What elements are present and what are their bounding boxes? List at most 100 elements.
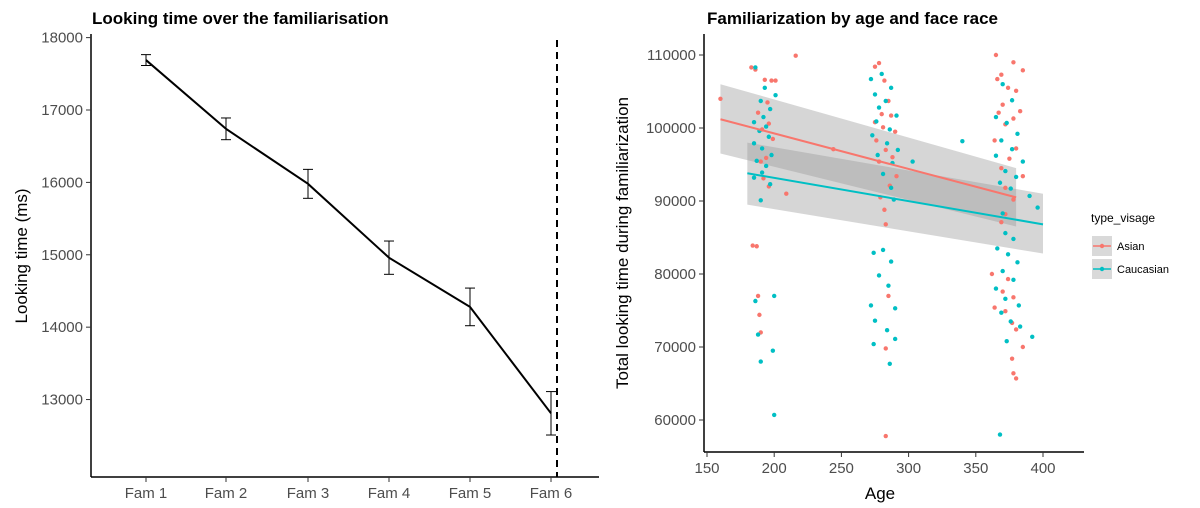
scatter-point-caucasian: [1015, 131, 1020, 137]
scatter-point-caucasian: [875, 152, 880, 158]
scatter-point-caucasian: [767, 182, 773, 187]
left-x-tick-label: Fam 6: [530, 485, 573, 502]
scatter-point-caucasian: [872, 318, 878, 323]
scatter-point-asian: [1011, 116, 1016, 121]
scatter-point-caucasian: [759, 170, 765, 175]
scatter-point-caucasian: [887, 127, 892, 132]
scatter-point-asian: [1020, 344, 1026, 350]
scatter-point-caucasian: [1027, 193, 1032, 199]
scatter-point-caucasian: [997, 432, 1003, 437]
fit-line-caucasian: [747, 172, 1044, 226]
scatter-point-caucasian: [1035, 205, 1040, 210]
scatter-point-asian: [1013, 327, 1019, 332]
legend-key-point: [1099, 243, 1105, 249]
scatter-point-asian: [883, 346, 888, 351]
scatter-point-asian: [999, 219, 1004, 225]
right-y-tick-label: 60000: [654, 412, 696, 429]
scatter-point-caucasian: [997, 180, 1003, 185]
scatter-point-caucasian: [892, 306, 898, 311]
scatter-point-caucasian: [1015, 260, 1020, 265]
scatter-point-asian: [762, 77, 767, 83]
left-x-tick-label: Fam 5: [449, 485, 492, 502]
scatter-point-caucasian: [758, 198, 763, 203]
scatter-point-caucasian: [1000, 82, 1005, 87]
left-x-tick-label: Fam 4: [368, 485, 411, 502]
right-y-tick-label: 100000: [646, 120, 696, 137]
scatter-point-asian: [888, 113, 894, 118]
scatter-point-caucasian: [1030, 334, 1035, 339]
scatter-point-caucasian: [751, 141, 757, 146]
fit-line-asian: [720, 118, 1017, 199]
scatter-point-asian: [769, 78, 774, 83]
scatter-point-asian: [992, 138, 997, 143]
right-y-tick-label: 110000: [647, 47, 696, 64]
scatter-point-asian: [1011, 60, 1016, 65]
scatter-point-caucasian: [1016, 303, 1022, 308]
scatter-point-asian: [1000, 102, 1005, 107]
scatter-point-caucasian: [888, 185, 894, 191]
scatter-point-caucasian: [751, 119, 757, 125]
scatter-point-asian: [1003, 185, 1008, 191]
scatter-point-caucasian: [1011, 277, 1016, 283]
scatter-point-asian: [770, 136, 776, 142]
looking-time-line: [145, 59, 552, 414]
scatter-point-asian: [755, 110, 761, 115]
right-x-tick-label: 150: [694, 460, 719, 477]
scatter-point-caucasian: [1005, 252, 1011, 257]
scatter-point-caucasian: [999, 310, 1004, 315]
scatter-point-caucasian: [773, 92, 778, 98]
scatter-point-caucasian: [993, 153, 999, 158]
right-y-axis-label: Total looking time during familiarizatio…: [613, 97, 632, 389]
scatter-point-asian: [763, 155, 769, 161]
right-x-axis-label: Age: [865, 484, 895, 503]
scatter-point-caucasian: [999, 138, 1004, 143]
right-y-ticks: 60000 70000 80000 90000 100000 110000: [646, 47, 704, 429]
scatter-point-caucasian: [876, 105, 882, 110]
left-y-tick-label: 17000: [41, 102, 83, 119]
scatter-point-asian: [1009, 356, 1015, 361]
scatter-point-caucasian: [755, 332, 761, 337]
scatter-point-caucasian: [1017, 324, 1023, 329]
legend-items: Asian Caucasian: [1092, 236, 1169, 279]
scatter-point-asian: [1007, 156, 1012, 161]
scatter-point-asian: [992, 305, 997, 310]
scatter-point-caucasian: [751, 175, 757, 180]
left-x-tick-label: Fam 1: [125, 485, 168, 502]
right-y-tick-label: 80000: [654, 266, 696, 283]
scatter-point-asian: [872, 64, 878, 69]
scatter-point-caucasian: [772, 412, 777, 418]
scatter-point-asian: [1011, 197, 1016, 202]
scatter-point-asian: [765, 100, 770, 105]
scatter-point-caucasian: [1000, 211, 1005, 216]
scatter-point-asian: [882, 78, 887, 83]
scatter-point-caucasian: [887, 361, 892, 366]
scatter-point-caucasian: [868, 303, 874, 308]
scatter-point-caucasian: [763, 124, 769, 129]
right-x-tick-label: 350: [963, 460, 988, 477]
scatter-point-caucasian: [868, 76, 874, 82]
scatter-point-asian: [1013, 376, 1019, 381]
scatter-point-asian: [874, 138, 879, 143]
scatter-point-asian: [1011, 371, 1016, 376]
scatter-point-asian: [750, 243, 755, 248]
right-chart-title: Familiarization by age and face race: [707, 9, 998, 28]
scatter-point-asian: [993, 52, 999, 58]
scatter-point-caucasian: [884, 328, 890, 333]
scatter-point-asian: [757, 312, 762, 318]
legend-title: type_visage: [1091, 211, 1155, 225]
scatter-point-asian: [793, 53, 798, 58]
scatter-point-asian: [883, 222, 888, 227]
left-y-ticks: 13000 14000 15000 16000 17000 18000: [41, 30, 91, 409]
scatter-point-caucasian: [1000, 268, 1005, 274]
scatter-point-asian: [882, 207, 887, 212]
scatter-point-asian: [1000, 289, 1005, 294]
left-y-tick-label: 16000: [41, 174, 83, 191]
scatter-point-caucasian: [763, 163, 769, 169]
legend-label-caucasian: Caucasian: [1117, 264, 1169, 276]
scatter-point-caucasian: [993, 114, 999, 120]
scatter-point-caucasian: [995, 246, 1000, 251]
scatter-point-asian: [1005, 85, 1011, 91]
scatter-point-caucasian: [888, 85, 894, 91]
scatter-point-caucasian: [761, 114, 766, 120]
